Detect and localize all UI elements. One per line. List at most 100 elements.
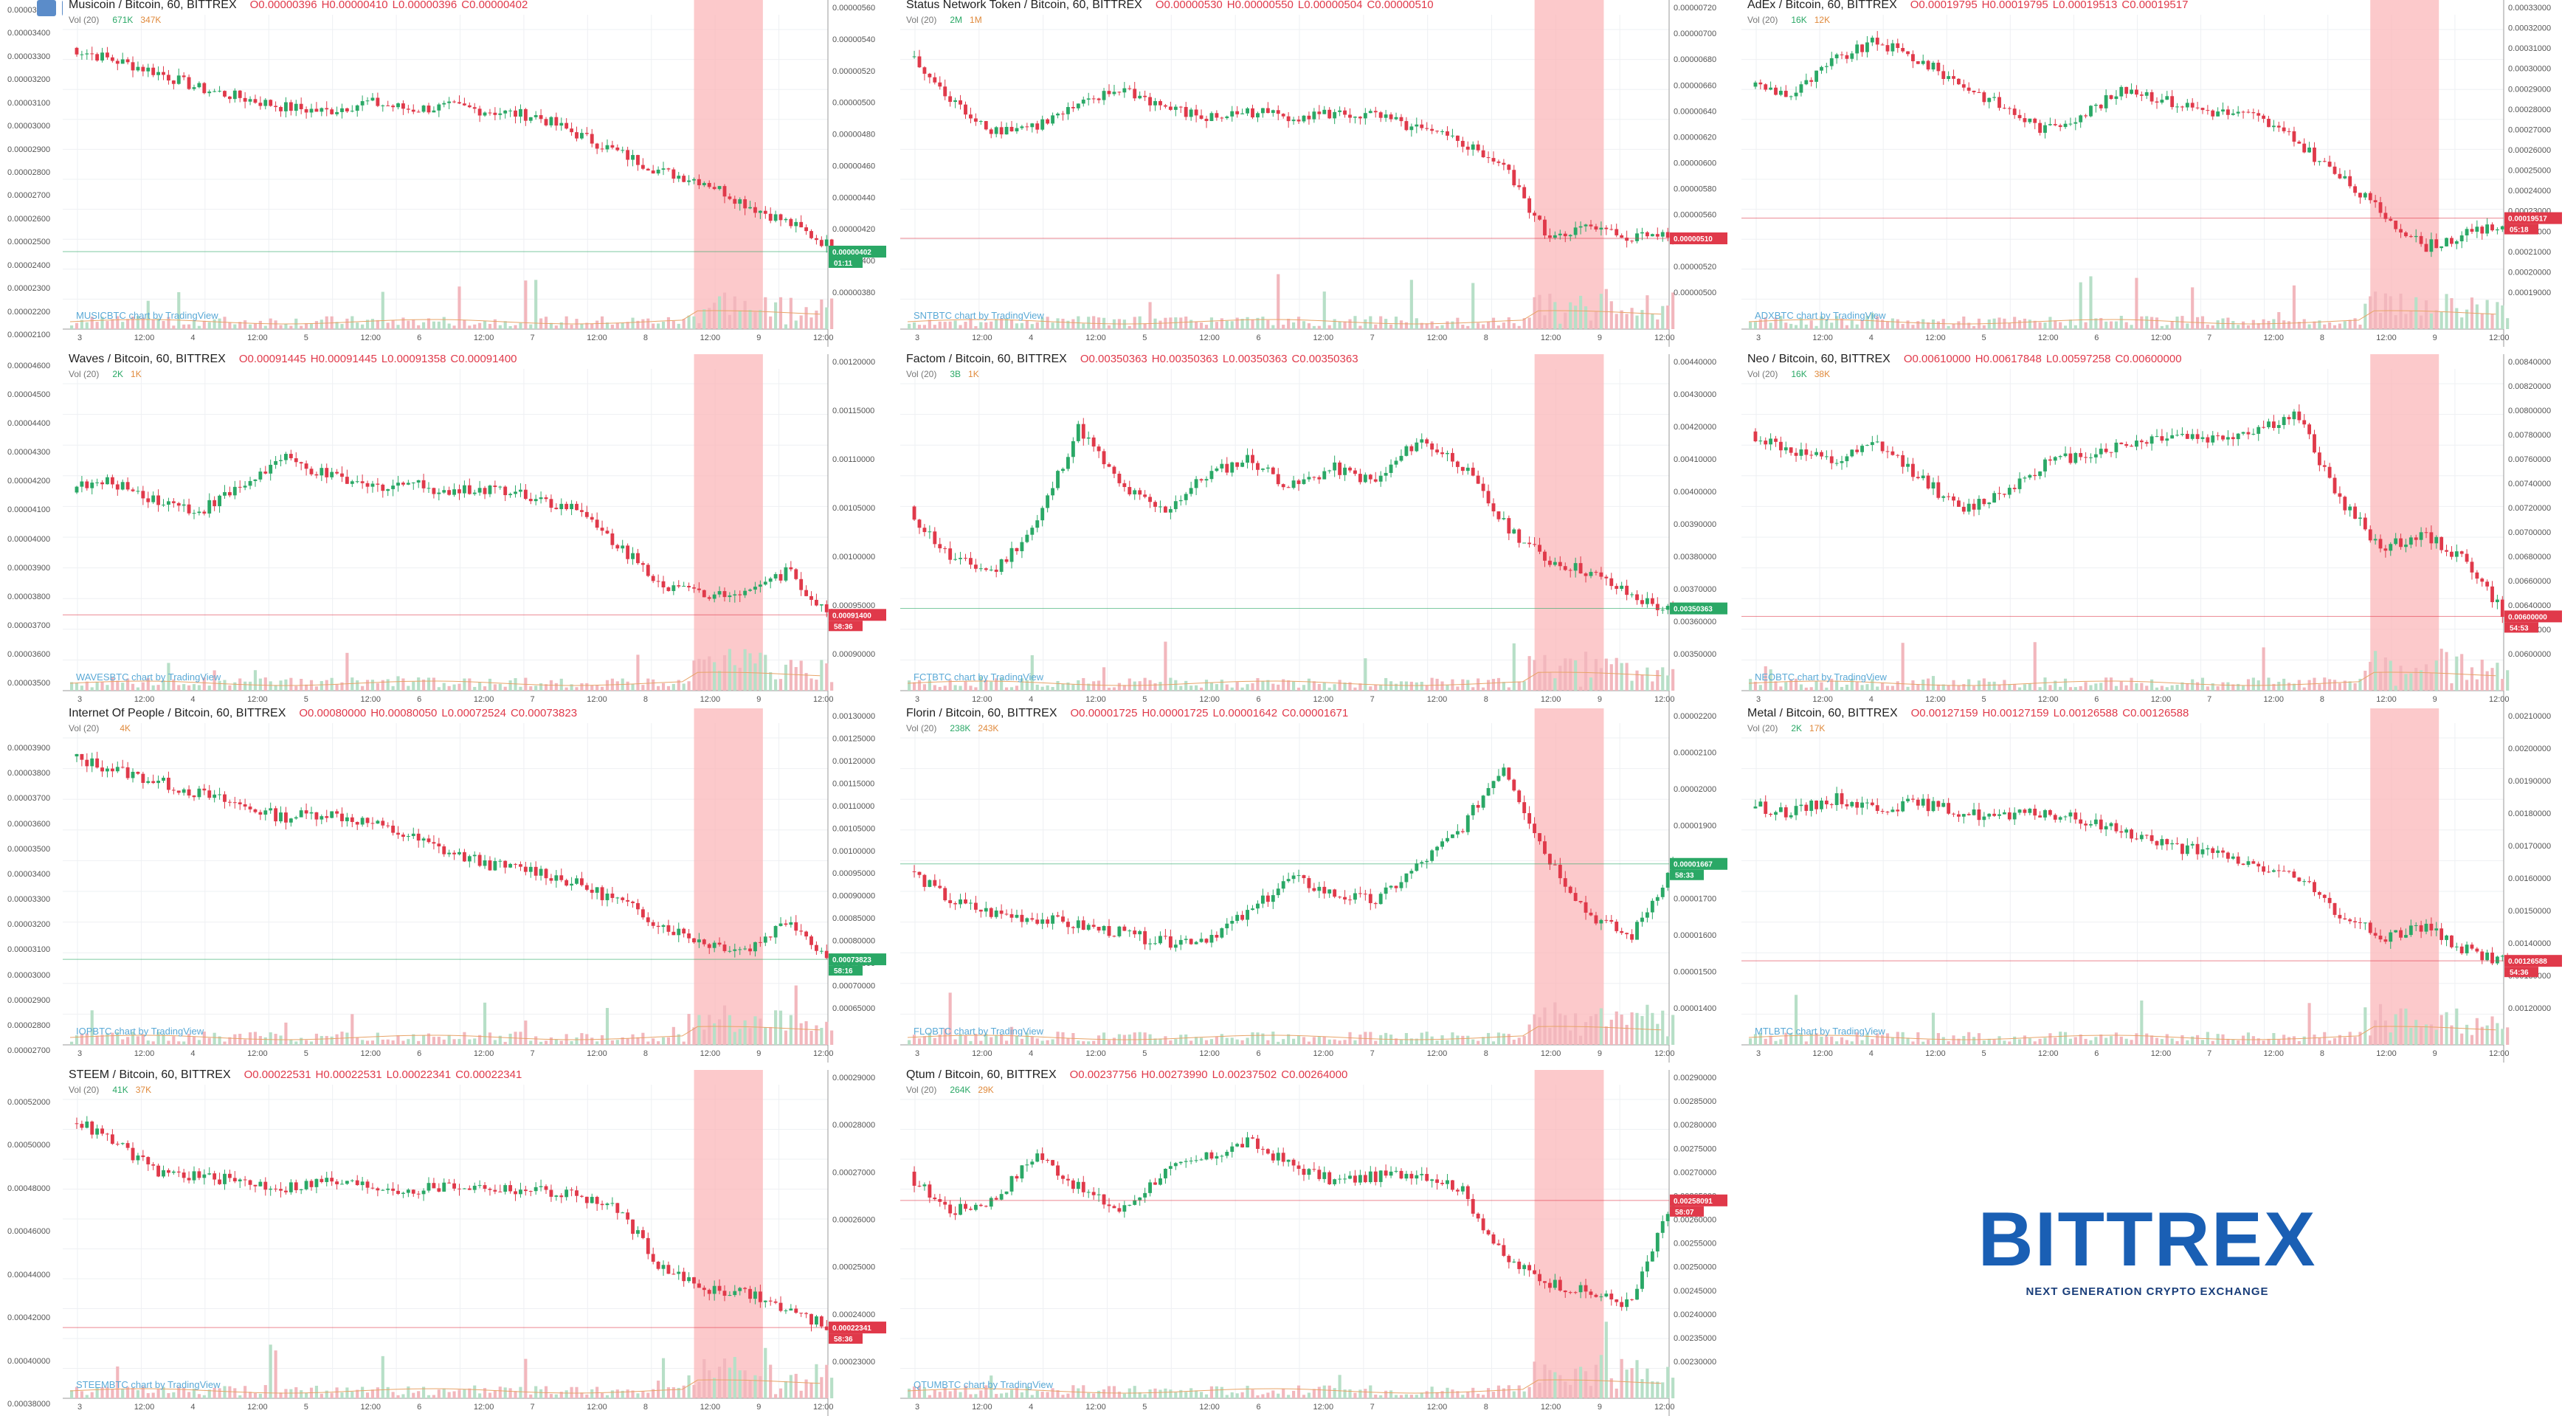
candle-body (1409, 871, 1414, 874)
chart-panel[interactable]: 0.00029000 0.00028000 0.00027000 0.00026000… (63, 1070, 900, 1416)
candle-body (1276, 474, 1280, 485)
chart-panel[interactable]: 0.00000720 0.00000700 0.00000680 0.00000660… (900, 0, 1741, 347)
volume-bar (2424, 664, 2428, 691)
volume-bar (1931, 1012, 1936, 1045)
tradingview-credit-link[interactable]: MTLBTC chart by TradingView (1755, 1026, 1885, 1037)
ohlc-open: O0.00019795 (1910, 0, 1978, 11)
candle-body (1102, 91, 1106, 100)
chart-panel[interactable]: 0.00130000 0.00125000 0.00120000 0.00115000… (63, 708, 900, 1063)
tradingview-credit-link[interactable]: SNTBTC chart by TradingView (914, 310, 1044, 321)
candle-body (1122, 483, 1127, 488)
tradingview-credit-link[interactable]: FLOBTC chart by TradingView (914, 1026, 1044, 1037)
candle-body (1046, 119, 1050, 124)
candle-body (1538, 833, 1541, 842)
tradingview-credit-link[interactable]: NEOBTC chart by TradingView (1755, 671, 1887, 683)
candle-body (263, 810, 268, 815)
volume-bar (1230, 687, 1234, 691)
y-tick-label: 0.00024000 (2508, 187, 2551, 196)
volume-bar (1753, 322, 1758, 329)
volume-bar (1435, 678, 1439, 691)
candle-body (2007, 812, 2012, 820)
x-tick-label: 8 (643, 1049, 648, 1058)
chart-toolbar-button[interactable] (37, 0, 56, 16)
chart-panel[interactable]: 0.00120000 0.00115000 0.00110000 0.00105000… (63, 354, 900, 708)
candle-body (2246, 111, 2251, 113)
volume-bar (2054, 1037, 2057, 1045)
volume-bar (1972, 325, 1976, 329)
candle-body (799, 930, 804, 932)
volume-bar (575, 1386, 579, 1398)
volume-bar (2389, 660, 2392, 691)
volume-bar (2226, 682, 2230, 691)
candle-body (1143, 95, 1147, 97)
y-tick-label: 0.00028000 (2508, 106, 2551, 114)
volume-bar (376, 683, 379, 691)
candle-body (488, 112, 492, 114)
x-tick-label: 6 (2094, 334, 2099, 342)
candle-body (579, 878, 584, 885)
candle-body (2271, 870, 2276, 872)
volume-bar (969, 318, 973, 329)
candle-body (243, 97, 247, 102)
tradingview-credit-link[interactable]: WAVESBTC chart by TradingView (76, 671, 221, 683)
candle-body (1865, 42, 1869, 52)
candle-body (1880, 810, 1885, 812)
candle-body (1097, 927, 1101, 931)
candle-body (90, 53, 94, 55)
candle-body (1753, 431, 1758, 442)
tradingview-credit-link[interactable]: ADXBTC chart by TradingView (1755, 310, 1886, 321)
candle-body (452, 101, 456, 103)
tradingview-credit-link[interactable]: MUSICBTC chart by TradingView (76, 310, 218, 321)
volume-bar (933, 685, 936, 691)
candle-body (1107, 925, 1111, 936)
volume-bar (1348, 682, 1352, 691)
volume-bar (1967, 679, 1971, 691)
chart-panel[interactable]: 0.00000560 0.00000540 0.00000520 0.00000500… (63, 0, 900, 347)
tradingview-credit-link[interactable]: FCTBTC chart by TradingView (914, 671, 1044, 683)
tradingview-credit-link[interactable]: IOPBTC chart by TradingView (76, 1026, 204, 1037)
price-tag (2504, 955, 2562, 967)
candle-body (1076, 920, 1080, 928)
candle-body (227, 491, 232, 496)
volume-bar (2048, 317, 2052, 329)
volume-bar (1266, 680, 1270, 691)
candle-body (1476, 475, 1480, 484)
volume-bar (473, 324, 477, 329)
chart-panel[interactable]: 0.00440000 0.00430000 0.00420000 0.00410000… (900, 354, 1741, 708)
candle-body (533, 499, 538, 502)
candle-body (1987, 97, 1992, 103)
candle-body (340, 108, 344, 112)
candle-body (1225, 116, 1229, 119)
candle-body (1543, 219, 1547, 236)
volume-bar (1927, 1040, 1930, 1045)
volume-bar (1779, 316, 1783, 329)
x-tick-label: 12:00 (1654, 695, 1675, 704)
volume-bar (2292, 285, 2296, 329)
chart-panel[interactable]: 0.00033000 0.00032000 0.00031000 0.00030000… (1741, 0, 2576, 347)
candle-body (2490, 952, 2494, 964)
candle-body (519, 864, 522, 867)
volume-bar (508, 680, 512, 691)
volume-bar (677, 680, 680, 691)
candle-body (192, 1171, 196, 1181)
volume-bar (764, 297, 767, 329)
chart-panel[interactable]: 0.00002200 0.00002100 0.00002000 0.00001900… (900, 708, 1741, 1063)
candle-body (156, 495, 161, 505)
candle-body (223, 91, 227, 97)
candle-body (1486, 157, 1491, 159)
chart-panel[interactable]: 0.00210000 0.00200000 0.00190000 0.00180000… (1741, 708, 2576, 1063)
candle-body (1655, 897, 1660, 901)
candle-body (1660, 888, 1665, 897)
volume-bar (2353, 1037, 2357, 1045)
candle-body (325, 1178, 329, 1182)
chart-panel[interactable]: 0.00840000 0.00820000 0.00800000 0.00780000… (1741, 354, 2576, 708)
candle-body (1189, 488, 1193, 494)
y-tick-label: 0.00660000 (2508, 577, 2551, 586)
volume-bar (1671, 292, 1675, 329)
volume-bar (1640, 310, 1644, 329)
volume-bar (809, 1031, 813, 1045)
x-tick-label: 6 (2094, 695, 2099, 704)
chart-title: Factom / Bitcoin, 60, BITTREX O0.00350363… (906, 354, 1358, 366)
left-strip-tick: 0.00003800 (7, 769, 51, 778)
volume-bar (626, 1389, 629, 1398)
